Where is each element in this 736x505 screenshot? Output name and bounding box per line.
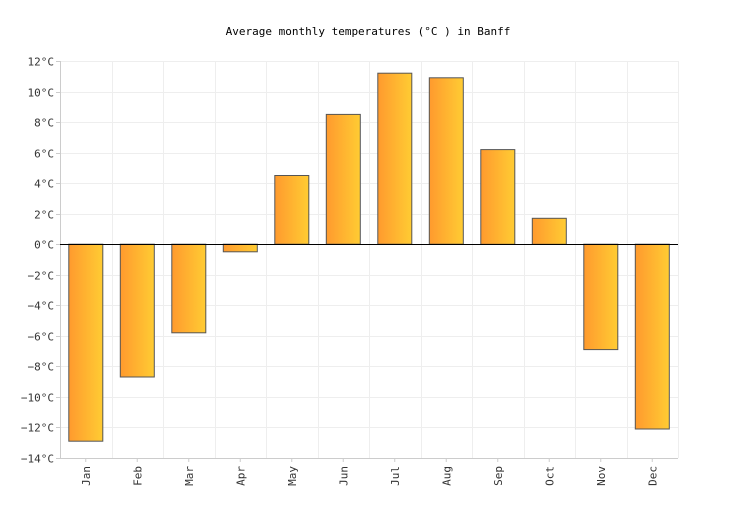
y-tick-label: 0°C	[34, 239, 54, 252]
x-tick-label: Apr	[234, 466, 247, 486]
bar-apr	[222, 243, 258, 253]
x-tick-label: Dec	[646, 466, 659, 486]
bar-jan	[68, 243, 104, 442]
y-tick-label: −8°C	[28, 361, 55, 374]
x-tick-label: Nov	[595, 466, 608, 486]
y-tick-label: 8°C	[34, 117, 54, 130]
x-tick-label: Aug	[440, 466, 453, 486]
y-tick-label: −4°C	[28, 300, 55, 313]
bar-oct	[531, 217, 567, 245]
x-tick-label: May	[286, 466, 299, 486]
bar-jul	[377, 72, 413, 245]
x-tick-label: Jul	[389, 466, 402, 486]
bar-may	[274, 175, 310, 245]
y-tick-label: 6°C	[34, 148, 54, 161]
bar-mar	[171, 243, 207, 334]
chart-title: Average monthly temperatures (°C ) in Ba…	[226, 25, 511, 38]
x-tick-label: Jun	[337, 466, 350, 486]
y-tick-label: −2°C	[28, 270, 55, 283]
bar-dec	[634, 243, 670, 430]
axis-layer	[56, 61, 678, 462]
bar-feb	[119, 243, 155, 378]
bar-jun	[325, 113, 361, 245]
x-tick-label: Mar	[183, 466, 196, 486]
bar-nov	[583, 243, 619, 351]
y-tick-label: 2°C	[34, 209, 54, 222]
x-tick-label: Sep	[492, 466, 505, 486]
y-tick-label: −10°C	[21, 392, 54, 405]
x-tick-label: Jan	[80, 466, 93, 486]
y-tick-label: 10°C	[28, 87, 55, 100]
bar-sep	[480, 149, 516, 245]
y-tick-label: 12°C	[28, 56, 55, 69]
x-tick-label: Feb	[131, 466, 144, 486]
bar-aug	[428, 77, 464, 245]
y-tick-label: −14°C	[21, 453, 54, 466]
y-tick-label: −6°C	[28, 331, 55, 344]
ticks-layer: 12°C 10°C 8°C 6°C 4°C 2°C 0°C −2°C −4°C −6°C −8°C −…	[21, 56, 659, 486]
x-tick-label: Oct	[543, 466, 556, 486]
y-tick-label: 4°C	[34, 178, 54, 191]
y-tick-label: −12°C	[21, 422, 54, 435]
bars-layer	[68, 72, 670, 442]
